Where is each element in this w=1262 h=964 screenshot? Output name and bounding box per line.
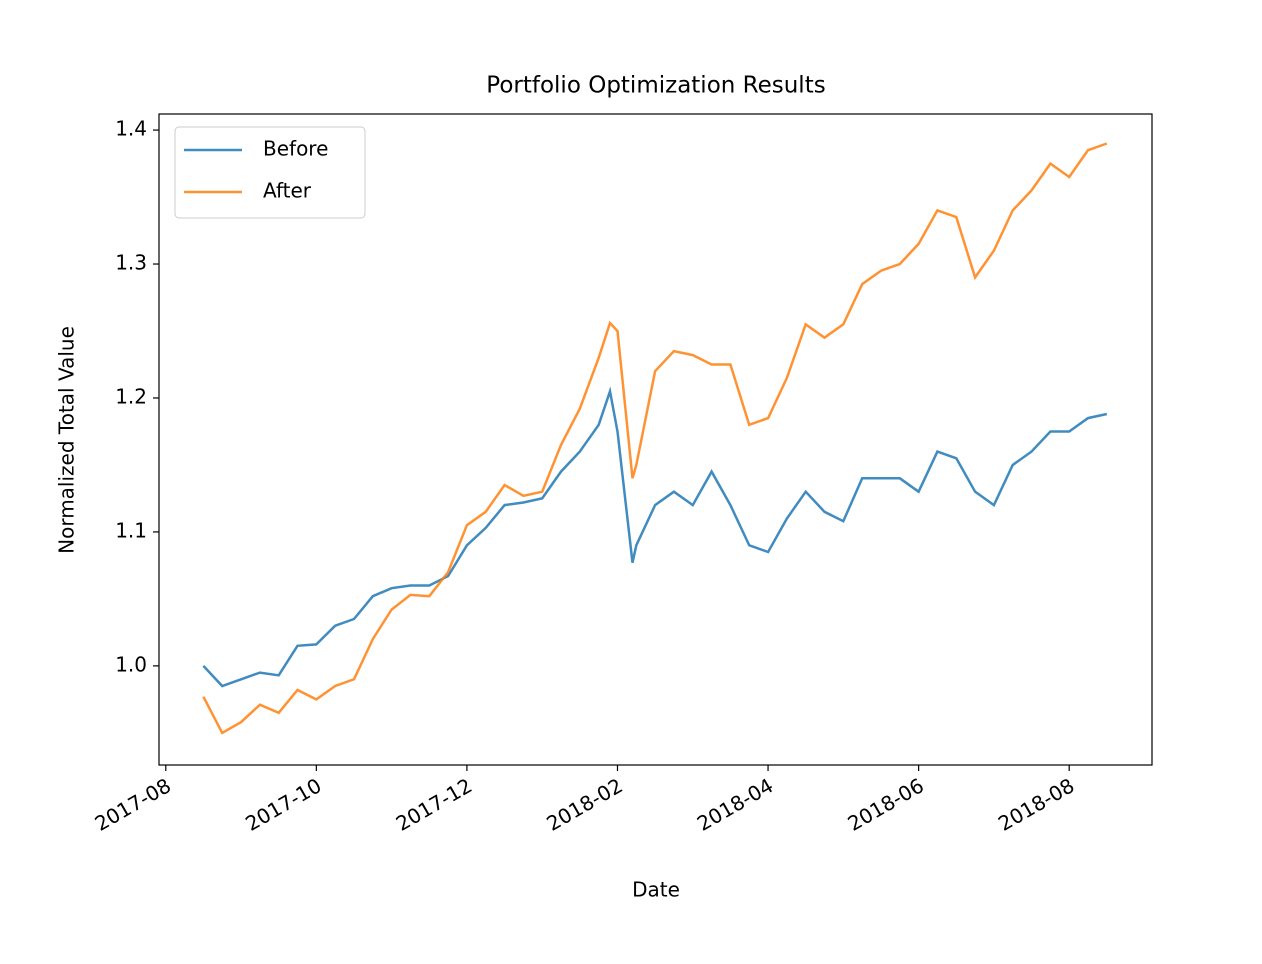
y-tick-label: 1.2 [115, 384, 147, 408]
chart-title: Portfolio Optimization Results [486, 73, 825, 99]
y-axis-label: Normalized Total Value [55, 326, 79, 554]
y-tick-label: 1.3 [115, 251, 147, 275]
x-axis-label: Date [632, 878, 680, 902]
series-line [202, 386, 1108, 688]
plot-frame [158, 113, 1153, 766]
y-tick-label: 1.4 [115, 117, 147, 141]
y-tick-label: 1.1 [115, 518, 147, 542]
legend-label: Before [263, 137, 328, 161]
legend-label: After [263, 179, 312, 203]
y-tick-label: 1.0 [115, 652, 147, 676]
series-line [202, 142, 1108, 735]
